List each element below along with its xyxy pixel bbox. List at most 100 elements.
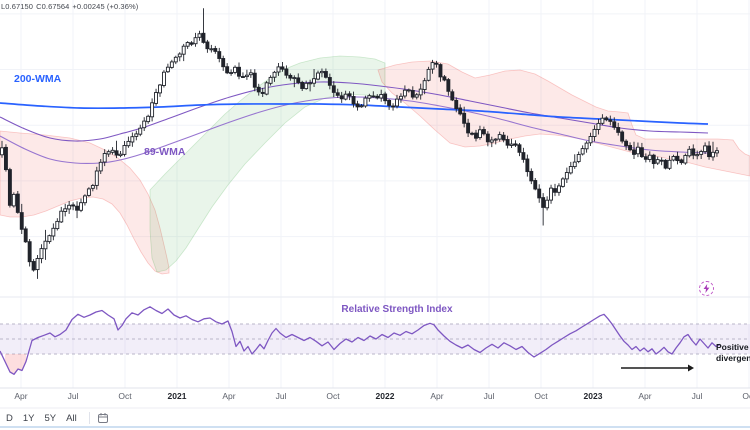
calendar-icon-button[interactable]	[96, 411, 110, 425]
candle-body	[244, 74, 249, 78]
candle-body	[43, 240, 48, 250]
candle-body	[509, 143, 514, 146]
candle-body	[181, 45, 186, 55]
time-axis-year-label: 2023	[583, 391, 603, 401]
candle-body	[434, 62, 439, 65]
candle-body	[454, 99, 459, 110]
candle-body	[533, 180, 538, 190]
legend-change: +0.00245 (+0.36%)	[72, 2, 139, 11]
candle-body	[126, 140, 131, 147]
candle-body	[165, 66, 170, 73]
lightning-icon[interactable]	[699, 281, 714, 296]
candle-body	[628, 145, 632, 151]
candle-body	[683, 155, 688, 164]
time-axis-month-label: Oct	[118, 391, 132, 401]
candle-body	[98, 161, 103, 172]
candle-body	[517, 144, 522, 153]
candle-body	[205, 41, 210, 50]
candle-body	[687, 148, 692, 157]
candle-body	[375, 95, 380, 99]
candle-body	[711, 151, 715, 158]
candle-body	[221, 58, 226, 68]
candle-body	[521, 152, 526, 160]
candle-body	[418, 88, 423, 96]
candle-body	[169, 61, 174, 68]
candle-body	[35, 258, 40, 271]
candle-body	[450, 91, 455, 101]
candle-body	[549, 187, 553, 201]
candle-body	[134, 133, 139, 137]
candle-body	[67, 204, 72, 210]
candle-body	[632, 149, 636, 155]
candle-body	[557, 185, 561, 193]
candle-body	[161, 71, 166, 86]
toolbar-divider	[88, 412, 90, 424]
candle-body	[51, 227, 56, 237]
candle-body	[339, 95, 344, 100]
candle-body	[327, 77, 332, 86]
candle-body	[256, 86, 261, 93]
candle-body	[296, 77, 301, 83]
candle-body	[102, 153, 107, 163]
wma-89-line-a	[0, 81, 709, 142]
candle-body	[513, 143, 518, 146]
range-button-all[interactable]: All	[62, 411, 81, 426]
candle-body	[568, 166, 573, 174]
candle-body	[276, 66, 281, 73]
legend-low: L0.67150	[1, 2, 34, 11]
candle-body	[197, 33, 202, 38]
time-axis-month-label: Oct	[742, 391, 750, 401]
candle-body	[201, 32, 206, 43]
candle-body	[347, 93, 352, 97]
candle-body	[691, 148, 696, 156]
candle-body	[663, 159, 668, 169]
candle-body	[643, 156, 648, 160]
candle-body	[430, 62, 435, 70]
candle-body	[651, 154, 656, 165]
time-axis[interactable]: Apr Jul Oct 2021 Apr Jul Oct 2022 Apr Jul Oct 2023 A…	[0, 391, 750, 405]
candle-body	[343, 93, 348, 100]
time-axis-month-label: Apr	[430, 391, 444, 401]
candle-body	[110, 149, 115, 153]
legend-close: C0.67564	[36, 2, 70, 11]
candle-body	[106, 151, 111, 155]
candle-body	[15, 193, 20, 213]
candle-body	[707, 145, 711, 158]
candle-body	[616, 127, 621, 133]
rsi-title: Relative Strength Index	[341, 304, 453, 315]
candle-body	[406, 89, 411, 92]
candle-body	[11, 193, 16, 207]
range-button-5y[interactable]: 5Y	[41, 411, 61, 426]
time-axis-month-label: Jul	[691, 391, 703, 401]
candle-body	[229, 72, 234, 74]
candle-body	[541, 197, 546, 208]
candle-body	[399, 95, 403, 100]
candle-body	[304, 82, 309, 90]
rsi-line	[0, 306, 721, 375]
time-axis-month-label: Apr	[638, 391, 652, 401]
candle-body	[600, 117, 605, 124]
candle-body	[474, 132, 478, 139]
wma-89-label: 89-WMA	[144, 146, 186, 158]
candle-body	[667, 159, 672, 169]
candle-body	[470, 132, 474, 135]
calendar-icon	[97, 413, 108, 423]
candle-body	[458, 107, 463, 115]
candle-body	[122, 145, 127, 155]
candle-body	[647, 154, 652, 160]
candle-body	[560, 178, 565, 187]
candle-body	[240, 76, 245, 78]
range-button-1y[interactable]: 1Y	[19, 411, 39, 426]
candle-body	[553, 188, 557, 193]
candle-body	[252, 72, 257, 88]
range-button-d[interactable]: D	[2, 411, 17, 426]
candle-body	[331, 85, 336, 93]
candle-body	[679, 159, 684, 164]
candle-body	[485, 133, 490, 143]
candle-body	[695, 154, 700, 157]
candle-body	[359, 105, 364, 108]
candle-body	[158, 84, 162, 94]
candle-body	[47, 235, 52, 243]
